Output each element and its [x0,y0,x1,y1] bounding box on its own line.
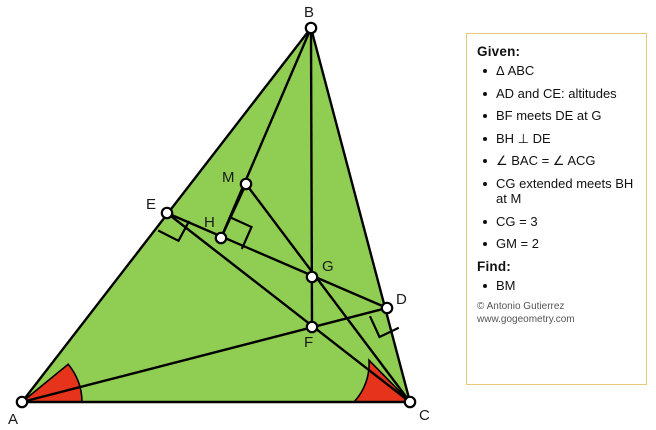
find-item: BM [477,278,638,294]
right-angle-icon-E [157,220,191,243]
point-M [239,177,253,191]
given-list: Δ ABC AD and CE: altitudes BF meets DE a… [477,63,638,252]
point-markers [15,21,417,409]
given-item: Δ ABC [477,63,638,79]
given-item: CG = 3 [477,214,638,230]
vertex-A [15,395,29,409]
given-item: BH ⊥ DE [477,131,638,147]
point-labels: A B C D E F G H M [8,4,430,428]
given-heading: Given: [477,44,521,59]
geometry-figure: A B C D E F G H M [8,4,430,428]
problem-info-panel: Given: Δ ABC AD and CE: altitudes BF mee… [466,33,647,385]
vertex-B [304,21,318,35]
right-angle-icon-D [368,315,400,339]
point-E [160,206,174,220]
point-D [380,301,394,315]
credit-author: © Antonio Gutierrez [477,301,565,312]
label-A: A [8,411,18,428]
point-F [305,320,319,334]
given-item: ∠ BAC = ∠ ACG [477,153,638,169]
find-list: BM [477,278,638,294]
point-H [214,231,228,245]
segment-altitude-AD [21,306,388,404]
segment-ED [166,211,388,310]
label-F: F [304,334,313,351]
label-D: D [396,291,407,308]
segment-HM [219,183,248,239]
label-C: C [419,407,430,424]
label-M: M [222,169,235,186]
segment-altitude-CE [166,212,411,403]
label-H: H [204,214,215,231]
label-E: E [146,196,156,213]
vertex-C [403,395,417,409]
point-G [305,270,319,284]
credit-website: www.gogeometry.com [477,314,575,325]
given-item: AD and CE: altitudes [477,86,638,102]
given-item: GM = 2 [477,236,638,252]
given-item: CG extended meets BH at M [477,176,638,207]
label-G: G [322,258,334,275]
find-heading: Find: [477,258,511,274]
given-item: BF meets DE at G [477,108,638,124]
label-B: B [304,4,314,21]
triangle-abc-fill [22,28,410,402]
right-angle-icon-H [229,215,253,250]
segment-CM [245,183,411,403]
credit-block: © Antonio Gutierrez www.gogeometry.com [477,300,638,326]
